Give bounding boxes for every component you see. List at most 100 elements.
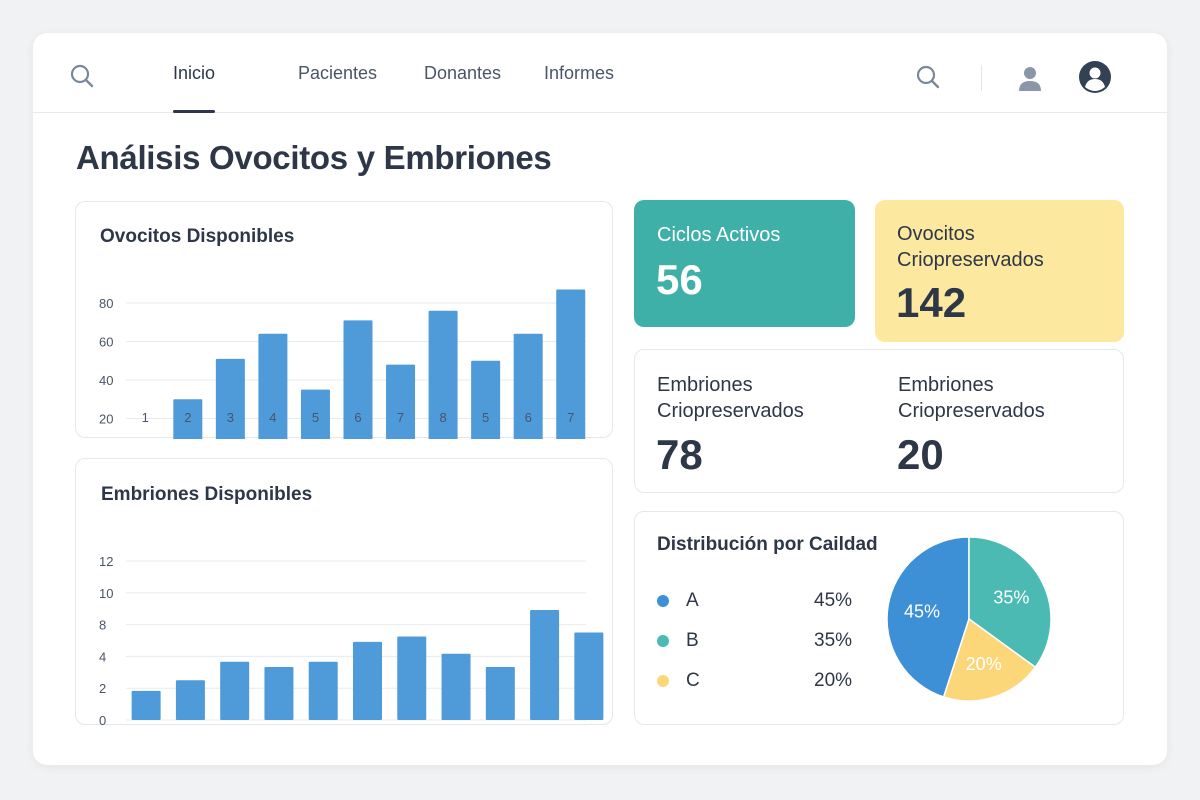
stat-label-line: Embriones [898, 374, 994, 396]
legend-label: C [686, 670, 700, 691]
bar[interactable] [308, 661, 338, 720]
stat-label-line: Embriones [657, 374, 753, 396]
legend-item-b: B [657, 630, 699, 652]
bar[interactable] [556, 289, 586, 439]
bar[interactable] [513, 333, 543, 439]
ovocitos-chart-card: Ovocitos Disponibles 0204060801234567856… [75, 201, 613, 439]
embriones-bar-chart: 0248101212345678567 [99, 554, 604, 726]
bar[interactable] [258, 333, 288, 439]
active-tab-indicator [173, 110, 216, 113]
legend-swatch [657, 635, 669, 647]
x-tick-label: 4 [269, 410, 276, 425]
legend-swatch [657, 595, 669, 607]
bar[interactable] [485, 667, 515, 720]
y-tick-label: 20 [99, 412, 113, 427]
chart-title: Embriones Disponibles [101, 484, 313, 505]
bar[interactable] [220, 661, 250, 720]
stat-value: 142 [896, 279, 967, 326]
stat-value: 20 [897, 431, 944, 478]
legend-swatch [657, 675, 669, 687]
pie-slice-label: 35% [993, 587, 1029, 607]
stat-label-line: Criopreservados [898, 400, 1045, 422]
user-icon[interactable] [1016, 64, 1044, 92]
pie-slice-a[interactable] [886, 536, 970, 698]
pie-slice-label: 20% [966, 654, 1002, 674]
x-tick-label: 3 [227, 410, 234, 425]
search-icon[interactable] [915, 64, 941, 90]
embriones-chart-card: Embriones Disponibles 024810121234567856… [75, 458, 613, 726]
page-title: Análisis Ovocitos y Embriones [76, 139, 552, 176]
chart-title: Ovocitos Disponibles [100, 226, 295, 247]
legend-percent: 45% [814, 590, 853, 611]
y-tick-label: 8 [99, 618, 106, 633]
tab-label: Donantes [424, 62, 502, 83]
legend-percent: 35% [814, 630, 853, 651]
bar[interactable] [530, 610, 560, 720]
y-tick-label: 40 [99, 373, 113, 388]
pie-slice-c[interactable] [942, 617, 1037, 702]
tab-donantes[interactable]: Donantes [424, 33, 501, 113]
quality-pie-chart: 45% 35% 20% [886, 536, 1052, 702]
bar[interactable] [173, 399, 203, 439]
stat-label: Ovocitos Criopreservados [897, 221, 1044, 273]
x-tick-label: 7 [567, 410, 574, 425]
embriones-criopreservados-card[interactable]: Embriones Criopreservados 78 Embriones C… [634, 349, 1124, 493]
y-tick-label: 0 [99, 713, 106, 726]
x-tick-label: 5 [312, 410, 319, 425]
bar[interactable] [428, 310, 458, 439]
bar[interactable] [353, 641, 382, 720]
pie-slice-b[interactable] [968, 536, 1052, 669]
nav-divider [981, 65, 982, 91]
tab-label: Inicio [173, 62, 216, 83]
x-tick-label: 7 [397, 410, 404, 425]
y-tick-label: 12 [99, 554, 113, 569]
stat-label-line: Criopreservados [897, 249, 1044, 271]
bar[interactable] [574, 632, 604, 720]
bar[interactable] [343, 320, 373, 439]
bar[interactable] [131, 690, 161, 720]
legend-label: A [686, 590, 699, 611]
stat-value: 56 [656, 256, 703, 303]
search-icon[interactable] [69, 63, 95, 89]
x-tick-label: 8 [439, 410, 446, 425]
stat-label-line: Ovocitos [897, 223, 975, 245]
bar[interactable] [264, 667, 294, 720]
bar[interactable] [441, 653, 471, 720]
ciclos-activos-card[interactable]: Ciclos Activos 56 [634, 200, 855, 327]
stat-label-line: Criopreservados [657, 400, 804, 422]
tab-informes[interactable]: Informes [544, 33, 614, 113]
bar[interactable] [300, 389, 330, 439]
x-tick-label: 2 [184, 410, 191, 425]
distribucion-calidad-card: Distribución por Caildad A 45% B 35% C 2… [634, 511, 1124, 725]
legend-label: B [686, 630, 699, 651]
bar[interactable] [175, 680, 205, 720]
bar[interactable] [215, 358, 245, 439]
x-tick-label: 1 [142, 410, 149, 425]
legend-percent: 20% [814, 670, 853, 691]
x-tick-label: 6 [354, 410, 361, 425]
stat-value: 78 [656, 431, 703, 478]
tab-label: Informes [544, 62, 615, 83]
y-tick-label: 10 [99, 586, 113, 601]
app-window: Inicio Pacientes Donantes Informes Análi… [33, 33, 1167, 765]
tab-inicio[interactable]: Inicio [173, 33, 216, 113]
y-tick-label: 4 [99, 649, 106, 664]
y-tick-label: 80 [99, 296, 113, 311]
bar[interactable] [386, 364, 416, 439]
bar[interactable] [471, 360, 501, 439]
bar[interactable] [397, 636, 427, 720]
top-navbar: Inicio Pacientes Donantes Informes [33, 33, 1167, 113]
stat-label: Ciclos Activos [657, 224, 781, 246]
x-tick-label: 5 [482, 410, 489, 425]
ovocitos-criopreservados-card[interactable]: Ovocitos Criopreservados 142 [875, 200, 1124, 342]
chart-title: Distribución por Caildad [657, 534, 878, 555]
y-tick-label: 2 [99, 681, 106, 696]
pie-slice-label: 45% [904, 602, 940, 622]
stat-label: Embriones Criopreservados [898, 372, 1045, 424]
legend-item-a: A [657, 590, 699, 612]
legend-item-c: C [657, 670, 700, 692]
stat-label: Embriones Criopreservados [657, 372, 804, 424]
account-avatar-icon[interactable] [1078, 60, 1112, 94]
tab-label: Pacientes [298, 62, 378, 83]
tab-pacientes[interactable]: Pacientes [298, 33, 377, 113]
